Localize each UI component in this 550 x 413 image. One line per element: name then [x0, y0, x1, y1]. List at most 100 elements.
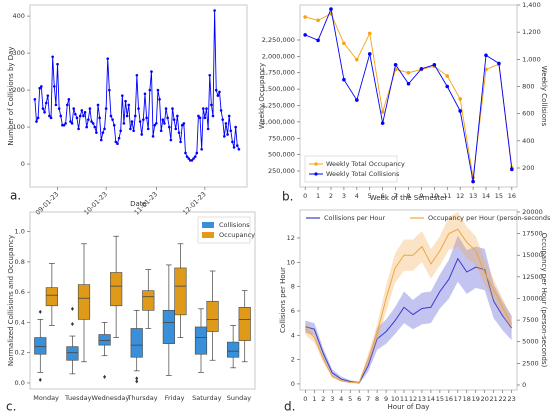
data-point [48, 114, 51, 118]
x-tick-label: 8 [375, 395, 379, 403]
y2-tick-label: 5000 [522, 338, 539, 346]
y-tick-label: 2,250,000 [262, 36, 295, 44]
x-tick-label: 09-01-23 [34, 190, 61, 217]
x-tick-label: 4 [355, 192, 359, 200]
data-point [91, 122, 95, 125]
x-tick-label: 22 [499, 395, 507, 403]
data-point [140, 133, 144, 136]
outlier [70, 306, 74, 311]
data-point [54, 103, 58, 107]
y2-tick-label: 600 [522, 110, 534, 118]
data-point [138, 120, 142, 123]
data-point [99, 138, 103, 142]
box [130, 328, 143, 358]
x-tick-label: 2 [321, 395, 325, 403]
data-point [484, 53, 488, 58]
data-line [34, 10, 240, 161]
box [34, 337, 47, 355]
data-point [104, 107, 108, 110]
data-point [46, 94, 50, 97]
data-point [200, 147, 203, 151]
legend-label: Weekly Total Collisions [326, 170, 400, 178]
y-tick-label: 0.6 [15, 288, 25, 296]
box [98, 334, 111, 346]
data-point [56, 62, 59, 66]
panel-label: d. [284, 400, 295, 413]
data-point [342, 41, 346, 46]
data-point [184, 151, 187, 155]
y2-tick-label: 1,400 [522, 1, 541, 9]
data-point [223, 135, 226, 138]
y-tick-label: 6 [291, 307, 295, 315]
data-point [95, 131, 98, 134]
data-point [193, 155, 197, 158]
box [227, 341, 240, 358]
x-tick-label: 23 [507, 395, 515, 403]
outlier [135, 379, 139, 384]
y-tick-label: 0.8 [15, 258, 25, 266]
data-point [44, 101, 48, 105]
data-point [163, 122, 166, 125]
y-tick-label: 2,000,000 [262, 52, 295, 60]
data-point [221, 118, 225, 121]
data-point [146, 127, 150, 131]
legend-label: Weekly Total Occupancy [326, 160, 405, 168]
data-point [201, 107, 205, 110]
x-tick-label: 14 [427, 395, 435, 403]
y-tick-label: 0.4 [15, 318, 25, 326]
y-tick-label: 750,000 [268, 134, 295, 142]
data-point [124, 99, 127, 103]
data-point [218, 90, 221, 94]
data-point [235, 144, 239, 147]
data-point [161, 118, 165, 121]
data-point [150, 70, 153, 73]
x-tick-label: 20 [481, 395, 489, 403]
y-tick-label: 4 [291, 331, 295, 339]
x-tick-label: 19 [472, 395, 480, 403]
data-point [137, 107, 140, 110]
data-point [203, 116, 207, 120]
data-point [316, 18, 320, 23]
x-tick-label: 11 [400, 395, 408, 403]
data-point [86, 118, 90, 121]
x-tick-label: 12 [456, 192, 464, 200]
x-tick-label: 21 [490, 395, 498, 403]
y-tick-label: 100 [12, 123, 24, 131]
data-point [121, 94, 124, 97]
x-tick-label: 3 [342, 192, 346, 200]
data-point [171, 107, 174, 110]
data-point [98, 116, 101, 120]
data-point [232, 146, 236, 149]
data-point [355, 98, 359, 102]
data-point [93, 125, 97, 129]
data-point [103, 127, 106, 131]
x-tick-label: Saturday [192, 394, 221, 402]
data-point [458, 97, 462, 101]
x-tick-label: 13 [418, 395, 426, 403]
data-point [75, 116, 79, 120]
y2-axis-label: Occupancy per Hour (person-seconds) [540, 233, 548, 368]
data-point [80, 109, 84, 112]
y-tick-label: 1.0 [15, 228, 25, 236]
data-point [49, 116, 53, 120]
x-tick-label: 14 [482, 192, 490, 200]
data-point [367, 31, 372, 36]
data-point [117, 136, 121, 140]
data-point [458, 109, 462, 113]
data-point [72, 107, 76, 110]
data-point [164, 107, 168, 110]
data-point [182, 122, 186, 125]
data-line [304, 7, 513, 182]
data-point [214, 88, 218, 92]
data-point [57, 107, 61, 110]
legend-swatch [202, 232, 214, 238]
x-tick-label: 3 [330, 395, 334, 403]
y2-tick-label: 20000 [522, 208, 543, 216]
data-point [393, 62, 398, 67]
box [45, 287, 58, 307]
data-line [305, 257, 513, 384]
panel-label: c. [6, 400, 16, 413]
x-tick-label: 16 [445, 395, 453, 403]
confidence-band [305, 211, 512, 384]
data-point [111, 118, 114, 121]
